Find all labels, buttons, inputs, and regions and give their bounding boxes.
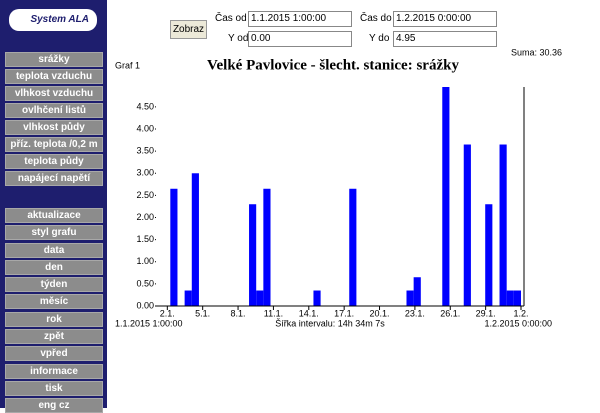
- menu-button[interactable]: tisk: [5, 380, 103, 396]
- field-label: Y od: [228, 33, 249, 44]
- field-label: Y do: [369, 33, 390, 44]
- x-tick-label: 14.1.: [299, 308, 319, 318]
- menu-button[interactable]: teplota půdy: [5, 154, 103, 169]
- y-tick-label: 1.00: [136, 256, 154, 266]
- x-start-label: 1.1.2015 1:00:00: [115, 318, 183, 328]
- bar: [349, 188, 357, 306]
- menu-button[interactable]: vlhkost půdy: [5, 120, 103, 135]
- logo[interactable]: System ALA: [9, 9, 97, 31]
- bar: [413, 277, 421, 306]
- menu-button[interactable]: den: [5, 259, 103, 275]
- x-tick-label: 2.1.: [160, 308, 175, 318]
- chart-title: Velké Pavlovice - šlecht. stanice: srážk…: [207, 57, 459, 73]
- suma: Suma: 30.36: [511, 47, 562, 57]
- menu-button[interactable]: vpřed: [5, 346, 103, 362]
- bar: [506, 290, 514, 306]
- menu-button[interactable]: příz. teplota /0,2 m: [5, 137, 103, 152]
- menu-button[interactable]: teplota vzduchu: [5, 69, 103, 84]
- menu-button[interactable]: styl grafu: [5, 225, 103, 241]
- y-tick-label: 0.00: [136, 300, 154, 310]
- x-tick-label: 11.1.: [264, 308, 283, 318]
- interval-label: Šířka intervalu: 14h 34m 7s: [275, 318, 385, 328]
- menu-button[interactable]: srážky: [5, 52, 103, 67]
- x-tick-label: 26.1.: [440, 308, 460, 318]
- field-label: Čas od: [215, 13, 247, 24]
- y-tick-label: 4.50: [136, 101, 154, 111]
- y-tick-label: 0.50: [136, 278, 154, 288]
- y-tick-label: 3.50: [136, 146, 154, 156]
- y-tick-label: 3.00: [136, 168, 154, 178]
- menu-button[interactable]: ovlhčení listů: [5, 103, 103, 118]
- sidebar: System ALA srážky teplota vzduchu vlhkost …: [0, 0, 107, 413]
- menu-button[interactable]: vlhkost vzduchu: [5, 86, 103, 101]
- x-end-label: 1.2.2015 0:00:00: [484, 318, 552, 328]
- bar: [170, 188, 178, 306]
- bar: [406, 290, 414, 306]
- bar: [263, 188, 271, 306]
- y-tick-label: 4.00: [136, 123, 154, 133]
- bar: [442, 87, 450, 306]
- bar: [249, 204, 257, 306]
- x-tick-label: 20.1.: [370, 308, 390, 318]
- menu-button[interactable]: zpět: [5, 329, 103, 345]
- show-button[interactable]: Zobraz: [170, 20, 207, 39]
- bar: [513, 290, 521, 306]
- menu-button[interactable]: rok: [5, 311, 103, 327]
- text-input[interactable]: 1.2.2015 0:00:00: [393, 11, 497, 27]
- menu-button[interactable]: eng cz: [5, 398, 103, 413]
- y-tick-label: 1.50: [136, 234, 154, 244]
- bar: [191, 173, 199, 306]
- bar: [184, 290, 192, 306]
- menu-button[interactable]: napájecí napětí: [5, 171, 103, 186]
- menu-button[interactable]: data: [5, 242, 103, 258]
- x-tick-label: 5.1.: [195, 308, 210, 318]
- field-label: Čas do: [360, 13, 392, 24]
- y-tick-label: 2.00: [136, 212, 154, 222]
- menu-button[interactable]: týden: [5, 277, 103, 293]
- bar: [313, 290, 321, 306]
- bar: [463, 144, 471, 306]
- x-tick-label: 23.1.: [405, 308, 425, 318]
- x-tick-label: 1.2.: [513, 308, 528, 318]
- x-tick-label: 17.1.: [334, 308, 354, 318]
- menu: srážky teplota vzduchu vlhkost vzduchu ovlh…: [5, 52, 103, 186]
- text-input[interactable]: 4.95: [393, 31, 497, 47]
- actions: aktualizace styl grafu data den týden měsíc ro…: [5, 208, 103, 413]
- graph-label: Graf 1: [115, 60, 140, 70]
- menu-button[interactable]: informace: [5, 363, 103, 379]
- x-tick-label: 8.1.: [231, 308, 246, 318]
- text-input[interactable]: 1.1.2015 1:00:00: [248, 11, 352, 27]
- text-input[interactable]: 0.00: [248, 31, 352, 47]
- y-tick-label: 2.50: [136, 190, 154, 200]
- bar: [485, 204, 493, 306]
- bar: [256, 290, 264, 306]
- menu-button[interactable]: aktualizace: [5, 208, 103, 223]
- bar: [499, 144, 507, 306]
- x-tick-label: 29.1.: [476, 308, 496, 318]
- menu-button[interactable]: měsíc: [5, 294, 103, 310]
